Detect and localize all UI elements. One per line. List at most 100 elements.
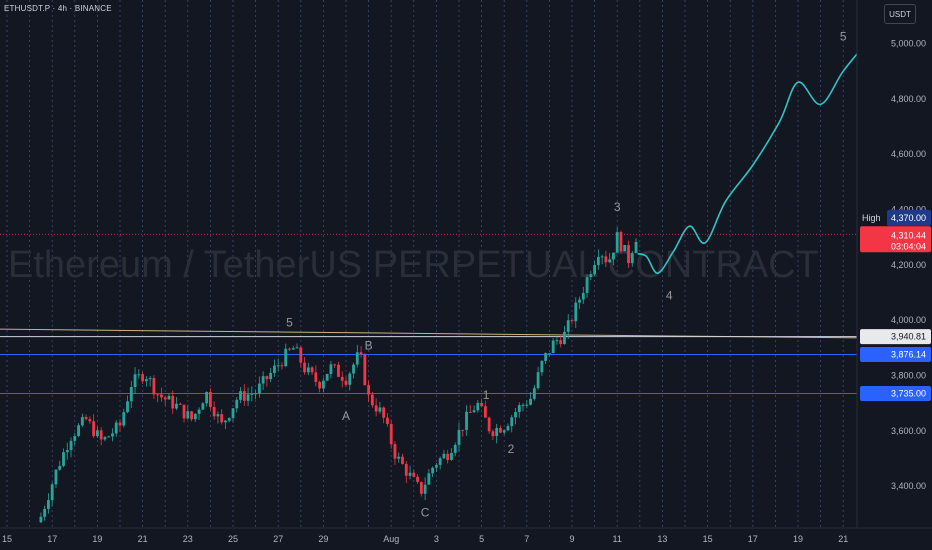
candle xyxy=(254,393,257,395)
last-price-badge xyxy=(860,226,931,253)
candle xyxy=(363,354,367,385)
candle xyxy=(416,476,419,482)
candle xyxy=(62,452,65,466)
candle xyxy=(107,436,111,438)
candle xyxy=(88,419,92,422)
candle xyxy=(318,381,322,389)
candle xyxy=(570,320,574,322)
candle xyxy=(563,331,566,345)
candle xyxy=(442,453,446,459)
candle xyxy=(190,411,193,420)
candle xyxy=(540,360,544,373)
price-tick-label: 3,400.00 xyxy=(891,481,926,491)
candle xyxy=(525,404,529,406)
candle xyxy=(47,500,50,509)
wave-label: A xyxy=(342,409,350,423)
horizontal-lines[interactable] xyxy=(0,233,887,395)
high-badge-text: 4,370.00 xyxy=(891,213,926,223)
candle xyxy=(585,277,589,293)
time-tick-label: 17 xyxy=(47,534,57,544)
candle xyxy=(386,417,389,425)
currency-button[interactable]: USDT xyxy=(884,4,916,24)
candle xyxy=(427,473,431,485)
candle xyxy=(382,407,386,418)
time-tick-label: 21 xyxy=(838,534,848,544)
candle xyxy=(129,387,133,402)
candle xyxy=(461,429,465,431)
candle xyxy=(314,372,318,382)
candle xyxy=(401,456,404,464)
candle xyxy=(480,402,483,407)
candle xyxy=(367,384,370,395)
time-tick-label: 13 xyxy=(657,534,667,544)
projection-path[interactable] xyxy=(637,42,867,274)
price-axis[interactable]: 5,000.00 4,800.00 4,600.00 4,400.00 4,200.00… xyxy=(856,0,932,550)
price-tick-label: 5,000.00 xyxy=(891,39,926,49)
candle xyxy=(178,403,182,405)
vertical-grid xyxy=(6,0,844,528)
candle xyxy=(246,394,250,401)
candle xyxy=(623,245,627,252)
candle xyxy=(529,398,532,405)
candle xyxy=(596,256,600,265)
candle xyxy=(69,440,73,451)
time-tick-label: Aug xyxy=(383,534,399,544)
candle xyxy=(465,411,468,430)
candle xyxy=(559,340,563,345)
candle xyxy=(175,403,178,409)
candle xyxy=(404,463,408,476)
candle xyxy=(337,364,340,377)
time-tick-label: 19 xyxy=(793,534,803,544)
candle xyxy=(378,407,382,412)
candle xyxy=(288,348,291,350)
symbol-label[interactable]: ETHUSDT.P · 4h · BINANCE xyxy=(4,4,112,13)
candle xyxy=(450,452,453,460)
candle xyxy=(84,417,88,420)
time-tick-label: 17 xyxy=(748,534,758,544)
candle xyxy=(472,410,476,413)
wave-label: 4 xyxy=(666,288,673,302)
candle xyxy=(344,380,348,385)
candle xyxy=(186,411,190,419)
price-tick-label: 4,000.00 xyxy=(891,315,926,325)
candle xyxy=(205,392,209,404)
candle xyxy=(118,422,122,426)
candle xyxy=(212,407,216,417)
candle xyxy=(163,397,167,400)
time-axis[interactable]: 15 17 19 21 23 25 27 29 Aug 3 5 7 9 11 13 15 17 19 21 xyxy=(0,527,932,544)
candle xyxy=(126,401,129,413)
candle xyxy=(431,467,435,474)
candle xyxy=(446,453,450,460)
candle xyxy=(114,422,118,434)
candle xyxy=(397,456,401,459)
candle xyxy=(193,413,197,420)
candle xyxy=(487,417,491,432)
time-tick-label: 7 xyxy=(524,534,529,544)
candle xyxy=(634,241,638,254)
candle xyxy=(227,417,231,421)
level-badge-text: 3,735.00 xyxy=(891,389,926,399)
candle xyxy=(333,364,337,366)
candle xyxy=(242,391,246,401)
time-tick-label: 29 xyxy=(318,534,328,544)
candle xyxy=(148,378,152,380)
wave-labels: 5 B A C 1 2 3 4 5 xyxy=(286,30,847,520)
time-tick-label: 5 xyxy=(479,534,484,544)
price-axis-bg xyxy=(857,0,932,550)
candle xyxy=(630,253,634,264)
candle xyxy=(453,444,457,453)
candle xyxy=(280,365,284,367)
candle xyxy=(65,450,69,453)
candle xyxy=(257,383,261,394)
candle xyxy=(374,405,378,412)
candle xyxy=(160,394,163,398)
candle xyxy=(468,411,472,413)
candle xyxy=(370,394,374,406)
price-tick-label: 4,600.00 xyxy=(891,149,926,159)
candle xyxy=(306,367,310,373)
candle xyxy=(220,414,224,423)
candle xyxy=(167,395,171,400)
candle xyxy=(578,299,581,303)
